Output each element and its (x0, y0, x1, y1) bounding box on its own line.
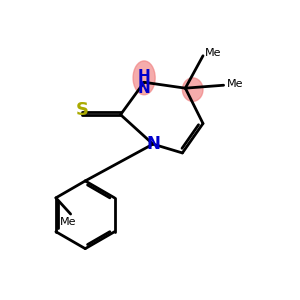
Ellipse shape (182, 78, 203, 101)
Text: Me: Me (226, 79, 243, 89)
Text: Me: Me (59, 217, 76, 227)
Text: S: S (76, 101, 89, 119)
Ellipse shape (133, 61, 155, 95)
Text: N: N (146, 135, 160, 153)
Text: H: H (138, 69, 151, 84)
Text: Me: Me (205, 48, 221, 58)
Text: N: N (138, 81, 151, 96)
